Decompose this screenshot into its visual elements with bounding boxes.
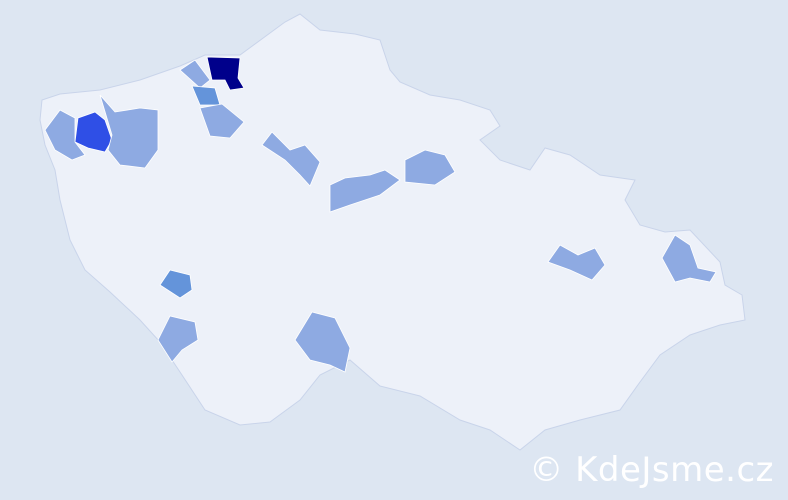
- district-level-1[interactable]: [261, 131, 321, 187]
- district-level-2[interactable]: [159, 269, 193, 299]
- district-level-1[interactable]: [547, 244, 606, 281]
- country-outline: [39, 13, 746, 451]
- district-level-1[interactable]: [329, 169, 401, 213]
- watermark: © KdeJsme.cz: [529, 450, 774, 490]
- district-level-1[interactable]: [199, 103, 245, 139]
- district-level-1[interactable]: [157, 315, 199, 363]
- district-level-1[interactable]: [99, 94, 159, 169]
- district-level-1[interactable]: [404, 149, 456, 186]
- district-level-1[interactable]: [179, 59, 211, 89]
- district-level-4[interactable]: [206, 56, 245, 91]
- district-level-1[interactable]: [661, 234, 717, 283]
- district-layer: [44, 56, 717, 373]
- district-level-3[interactable]: [74, 111, 113, 153]
- district-level-1[interactable]: [294, 311, 351, 373]
- district-level-1[interactable]: [44, 109, 86, 161]
